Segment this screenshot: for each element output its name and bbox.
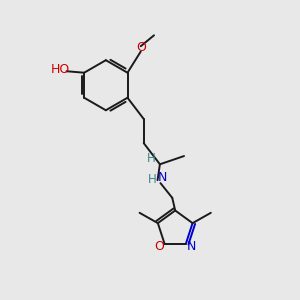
Text: H: H xyxy=(147,152,156,165)
Text: O: O xyxy=(136,41,146,54)
Text: HO: HO xyxy=(50,63,70,76)
Text: O: O xyxy=(154,240,164,253)
Text: N: N xyxy=(187,240,196,253)
Text: H: H xyxy=(148,173,157,186)
Text: N: N xyxy=(158,171,167,184)
